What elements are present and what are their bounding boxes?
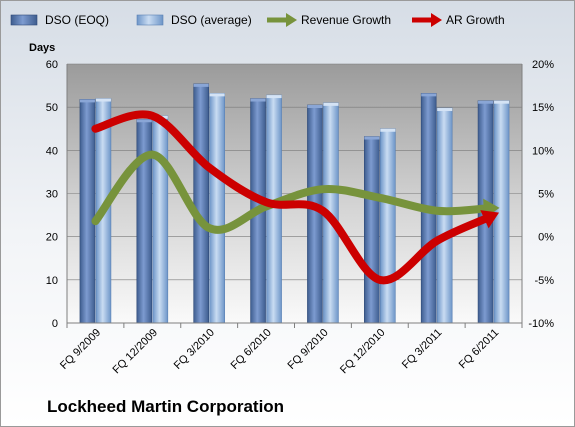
legend-swatch (136, 14, 164, 26)
bar-cap (266, 95, 282, 99)
y-axis-title: Days (29, 42, 56, 54)
bar-cap (494, 100, 510, 104)
legend-swatch-arrow (431, 13, 442, 27)
x-tick-label: FQ 12/2010 (338, 327, 388, 377)
bar-cap (478, 100, 494, 104)
legend-swatch-arrow (286, 13, 297, 27)
y2-tick-label: 20% (532, 59, 554, 71)
bar-cap (437, 108, 453, 112)
bar-cap (79, 99, 95, 103)
bar-cap (380, 128, 396, 132)
x-tick-label: FQ 6/2010 (229, 327, 274, 372)
bar-cap (364, 136, 380, 140)
legend: DSO (EOQ) DSO (average) Revenue Growth AR G… (10, 13, 505, 27)
y2-tick-label: 0% (538, 232, 554, 244)
y-tick-label: 10 (46, 275, 58, 287)
y-tick-label: 60 (46, 59, 58, 71)
bar (307, 104, 323, 324)
y-tick-label: 50 (46, 102, 58, 114)
y2-tick-label: 5% (538, 189, 554, 201)
chart-title: Lockheed Martin Corporation (47, 397, 285, 416)
x-tick-label: FQ 3/2011 (400, 327, 445, 372)
x-tick-label: FQ 12/2009 (111, 327, 161, 377)
bar-cap (95, 98, 111, 102)
x-tick-label: FQ 3/2010 (172, 327, 217, 372)
bar (152, 115, 169, 324)
legend-label: AR Growth (446, 13, 505, 27)
bar (380, 128, 396, 324)
bar (209, 93, 225, 324)
y2-tick-label: 10% (532, 145, 554, 157)
legend-label: DSO (average) (171, 13, 252, 27)
legend-label: Revenue Growth (301, 13, 391, 27)
bar (436, 107, 453, 324)
bar-cap (307, 105, 323, 109)
bar-cap (209, 93, 225, 97)
bar-cap (250, 98, 266, 102)
bar (193, 83, 209, 324)
x-tick-label: FQ 9/2009 (58, 327, 103, 372)
x-tick-label: FQ 6/2011 (457, 327, 502, 372)
bar (79, 99, 96, 324)
x-tick-label: FQ 9/2010 (286, 327, 331, 372)
y-tick-label: 20 (46, 232, 58, 244)
y2-tick-label: -10% (528, 318, 554, 330)
y-tick-label: 30 (46, 189, 58, 201)
lines-layer (91, 110, 500, 285)
bar-cap (421, 93, 437, 97)
bar-cap (193, 83, 209, 87)
y-tick-label: 40 (46, 145, 58, 157)
bar (364, 136, 380, 324)
bar (136, 118, 153, 324)
legend-label: DSO (EOQ) (45, 13, 109, 27)
series-line (91, 110, 491, 285)
legend-swatch (10, 14, 38, 26)
bar-cap (136, 119, 152, 123)
y2-tick-label: -5% (534, 275, 554, 287)
y2-tick-label: 15% (532, 102, 554, 114)
series-arrowhead (480, 210, 500, 229)
y-tick-label: 0 (52, 318, 58, 330)
bar-cap (323, 102, 339, 106)
bar (493, 100, 510, 324)
